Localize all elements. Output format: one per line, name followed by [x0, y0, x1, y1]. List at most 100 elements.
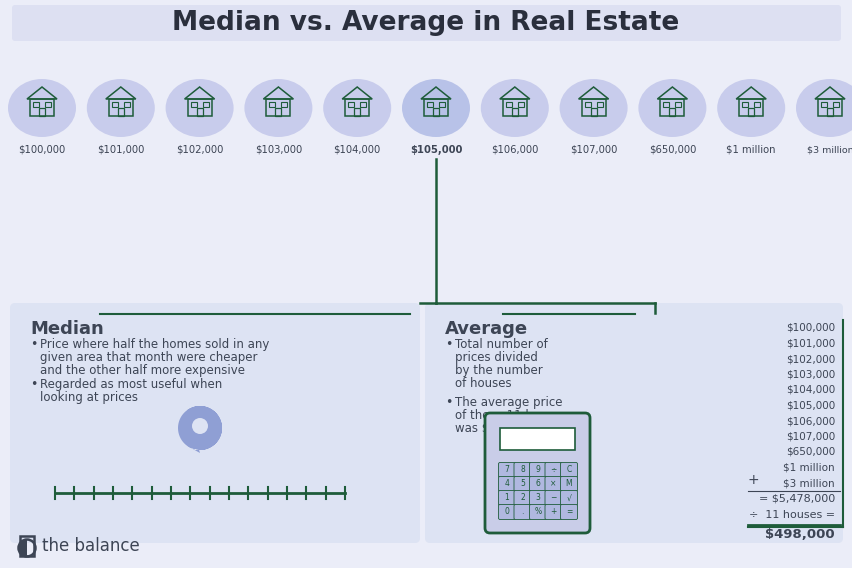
Text: $100,000: $100,000	[785, 323, 834, 333]
Text: 0: 0	[504, 507, 509, 516]
FancyBboxPatch shape	[12, 5, 840, 41]
Ellipse shape	[245, 79, 312, 137]
Ellipse shape	[717, 79, 785, 137]
Text: 7: 7	[504, 466, 509, 474]
FancyBboxPatch shape	[560, 477, 577, 491]
FancyBboxPatch shape	[424, 303, 842, 543]
Text: Average: Average	[445, 320, 527, 338]
Text: 1: 1	[504, 494, 509, 503]
FancyBboxPatch shape	[529, 477, 546, 491]
Ellipse shape	[8, 79, 76, 137]
FancyBboxPatch shape	[544, 504, 561, 520]
Text: $650,000: $650,000	[648, 145, 695, 155]
Text: $106,000: $106,000	[491, 145, 538, 155]
FancyBboxPatch shape	[529, 504, 546, 520]
Text: $104,000: $104,000	[785, 385, 834, 395]
FancyBboxPatch shape	[529, 462, 546, 478]
Text: looking at prices: looking at prices	[40, 391, 138, 404]
FancyBboxPatch shape	[485, 413, 590, 533]
Text: $103,000: $103,000	[255, 145, 302, 155]
Ellipse shape	[323, 79, 391, 137]
Text: 9: 9	[535, 466, 540, 474]
Text: 8: 8	[520, 466, 524, 474]
Text: %: %	[534, 507, 541, 516]
FancyBboxPatch shape	[498, 504, 515, 520]
Text: +: +	[550, 507, 556, 516]
FancyBboxPatch shape	[498, 477, 515, 491]
Text: $101,000: $101,000	[785, 339, 834, 349]
Text: √: √	[566, 494, 571, 503]
Text: by the number: by the number	[454, 364, 542, 377]
Text: $103,000: $103,000	[785, 370, 834, 379]
Text: was $498,000: was $498,000	[454, 422, 537, 435]
Ellipse shape	[481, 79, 548, 137]
FancyBboxPatch shape	[514, 491, 531, 506]
FancyBboxPatch shape	[499, 428, 574, 450]
Text: M: M	[565, 479, 572, 488]
Text: Regarded as most useful when: Regarded as most useful when	[40, 378, 222, 391]
Text: Median: Median	[30, 320, 104, 338]
FancyBboxPatch shape	[514, 477, 531, 491]
Text: $104,000: $104,000	[333, 145, 380, 155]
Text: Price where half the homes sold in any: Price where half the homes sold in any	[40, 338, 269, 351]
Circle shape	[192, 418, 208, 434]
Text: given area that month were cheaper: given area that month were cheaper	[40, 351, 257, 364]
Polygon shape	[178, 406, 222, 453]
Text: The average price: The average price	[454, 396, 561, 409]
Ellipse shape	[559, 79, 627, 137]
Text: $1 million: $1 million	[726, 145, 775, 155]
Ellipse shape	[87, 79, 154, 137]
Text: ×: ×	[550, 479, 556, 488]
Text: .: .	[521, 507, 523, 516]
FancyBboxPatch shape	[544, 462, 561, 478]
Text: 5: 5	[520, 479, 524, 488]
Text: and the other half more expensive: and the other half more expensive	[40, 364, 245, 377]
Text: −: −	[550, 494, 556, 503]
Text: $107,000: $107,000	[785, 432, 834, 441]
Text: +: +	[747, 474, 759, 487]
Text: 6: 6	[535, 479, 540, 488]
Ellipse shape	[165, 79, 233, 137]
Text: =: =	[565, 507, 572, 516]
FancyBboxPatch shape	[544, 491, 561, 506]
Text: $102,000: $102,000	[176, 145, 223, 155]
Text: $3 million: $3 million	[806, 145, 852, 154]
Text: Total number of: Total number of	[454, 338, 547, 351]
FancyBboxPatch shape	[514, 504, 531, 520]
Ellipse shape	[637, 79, 705, 137]
Ellipse shape	[795, 79, 852, 137]
Text: the balance: the balance	[42, 537, 140, 555]
Text: $101,000: $101,000	[97, 145, 144, 155]
Text: $107,000: $107,000	[569, 145, 617, 155]
FancyBboxPatch shape	[498, 491, 515, 506]
Text: 3: 3	[535, 494, 540, 503]
FancyBboxPatch shape	[560, 462, 577, 478]
Text: $106,000: $106,000	[785, 416, 834, 426]
Text: •: •	[445, 396, 452, 409]
Text: Median vs. Average in Real Estate: Median vs. Average in Real Estate	[172, 10, 679, 36]
Text: = $5,478,000: = $5,478,000	[758, 494, 834, 503]
Ellipse shape	[401, 79, 469, 137]
FancyBboxPatch shape	[560, 504, 577, 520]
Text: $650,000: $650,000	[785, 447, 834, 457]
Text: ÷: ÷	[550, 466, 556, 474]
Text: •: •	[445, 338, 452, 351]
Text: •: •	[30, 338, 37, 351]
Text: $498,000: $498,000	[764, 528, 834, 541]
Text: ÷  11 houses =: ÷ 11 houses =	[748, 509, 834, 520]
Text: $100,000: $100,000	[19, 145, 66, 155]
Text: 2: 2	[520, 494, 524, 503]
FancyBboxPatch shape	[544, 477, 561, 491]
FancyBboxPatch shape	[498, 462, 515, 478]
Text: of houses: of houses	[454, 377, 511, 390]
Wedge shape	[19, 540, 27, 557]
Text: 4: 4	[504, 479, 509, 488]
Text: $105,000: $105,000	[785, 400, 834, 411]
Text: •: •	[30, 378, 37, 391]
Text: $105,000: $105,000	[409, 145, 462, 155]
Text: of these 11 houses: of these 11 houses	[454, 409, 567, 422]
FancyBboxPatch shape	[560, 491, 577, 506]
FancyBboxPatch shape	[529, 491, 546, 506]
Text: prices divided: prices divided	[454, 351, 538, 364]
FancyBboxPatch shape	[514, 462, 531, 478]
